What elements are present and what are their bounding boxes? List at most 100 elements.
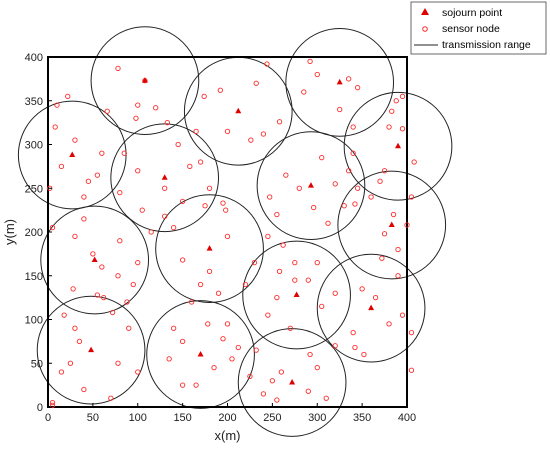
sensor-node-marker [399, 312, 406, 318]
sojourn-points [69, 77, 402, 385]
transmission-range-circle [90, 26, 200, 135]
sensor-node-marker [352, 344, 358, 351]
sensor-node-marker [260, 131, 267, 137]
sensor-node-marker [350, 124, 356, 130]
sojourn-point-marker [388, 221, 395, 227]
legend-sensor-marker [422, 26, 428, 32]
sensor-node-marker [323, 395, 329, 401]
sensor-node-marker [229, 356, 235, 362]
sensor-node-marker [135, 369, 141, 375]
sensor-node-marker [389, 108, 395, 114]
x-tick-label: 200 [218, 412, 236, 424]
sensor-node-marker [187, 163, 193, 170]
y-tick-label: 50 [31, 358, 43, 370]
sensor-node-marker [265, 233, 271, 240]
sensor-node-marker [54, 102, 60, 108]
sensor-node-marker [350, 150, 356, 156]
y-axis-label: y(m) [2, 219, 17, 245]
sensor-node-marker [49, 402, 56, 408]
transmission-range-circle [242, 240, 351, 350]
sensor-node-marker [390, 211, 397, 218]
sensor-node-marker [70, 286, 76, 292]
sojourn-point-marker [395, 142, 402, 149]
sensor-node-marker [408, 329, 415, 336]
legend-sensor-label: sensor node [442, 23, 500, 35]
sensor-node-marker [206, 268, 213, 275]
y-tick-label: 250 [25, 183, 43, 195]
sensor-node-marker [211, 364, 217, 371]
sensor-node-marker [115, 273, 121, 279]
sensor-node-marker [166, 356, 172, 362]
sensor-node-marker [319, 154, 325, 161]
sensor-node-marker [352, 201, 358, 207]
x-tick-label: 250 [263, 412, 281, 424]
sensor-node-marker [296, 185, 302, 191]
y-tick-label: 100 [25, 315, 43, 327]
sensor-node-marker [253, 347, 259, 353]
sensor-node-marker [251, 259, 258, 266]
legend-sojourn-label: sojourn point [442, 7, 502, 19]
transmission-range-circle [110, 123, 220, 233]
sensor-node-marker [248, 137, 254, 143]
sensor-node-marker [411, 159, 417, 165]
sensor-node-marker [117, 238, 123, 244]
sensor-node-marker [361, 351, 367, 358]
sensor-node-marker [224, 233, 231, 240]
sensor-node-marker [49, 224, 56, 231]
sensor-node-marker [307, 351, 313, 358]
y-tick-label: 150 [25, 271, 43, 283]
sensor-node-marker [332, 181, 338, 187]
sensor-node-marker [58, 163, 65, 170]
sensor-node-marker [372, 294, 379, 301]
sensor-node-marker [65, 93, 71, 100]
legend: sojourn point sensor node transmission r… [410, 1, 547, 55]
sensor-node-marker [408, 367, 415, 373]
sensor-node-marker [202, 203, 208, 209]
x-tick-label: 150 [173, 412, 191, 424]
sensor-node-marker [193, 128, 199, 135]
sensor-node-marker [179, 338, 186, 345]
sensor-node-marker [99, 264, 105, 270]
sensor-node-marker [276, 119, 283, 125]
transmission-range-circle [155, 194, 264, 303]
sensor-node-marker [109, 309, 116, 316]
sensor-node-marker [368, 194, 374, 200]
sensor-node-marker [305, 277, 311, 283]
sensor-node-marker [153, 105, 159, 111]
sensor-node-marker [292, 277, 298, 283]
sensor-node-marker [201, 93, 207, 100]
sensor-node-marker [267, 194, 273, 200]
sojourn-point-marker [69, 151, 76, 157]
sensor-node-marker [269, 378, 276, 384]
sensor-node-marker [307, 58, 313, 65]
transmission-range-circle [316, 253, 426, 363]
x-tick-label: 400 [398, 412, 416, 424]
sensor-node-marker [193, 382, 199, 388]
y-tick-label: 350 [25, 96, 43, 108]
sensor-node-marker [332, 290, 338, 296]
sensor-node-marker [121, 150, 127, 156]
sensor-node-marker [76, 338, 83, 345]
sensor-node-marker [162, 185, 168, 191]
sojourn-point-marker [141, 77, 148, 83]
sensor-node-marker [305, 388, 311, 394]
sensor-node-marker [100, 294, 107, 301]
sensor-node-marker [274, 397, 280, 403]
sensor-node-marker [354, 185, 361, 191]
x-tick-label: 300 [308, 412, 326, 424]
sensor-node-marker [395, 246, 401, 253]
sensor-node-marker [90, 251, 96, 257]
sensor-node-marker [170, 325, 177, 331]
sensor-node-marker [314, 364, 320, 371]
transmission-range-circle [285, 28, 395, 137]
sensor-node-marker [148, 229, 154, 235]
sensor-node-marker [359, 286, 365, 292]
sensor-node-marker [242, 281, 249, 288]
sensor-node-marker [386, 321, 392, 327]
axis-ticks: 0 50 100 150 200 250 300 350 400 0 50 100 150 200 250 3… [25, 52, 417, 424]
transmission-range-circle [256, 131, 366, 240]
sensor-node-marker [124, 299, 130, 305]
sensor-node-marker [274, 294, 280, 301]
sensor-node-marker [260, 391, 267, 397]
sensor-node-marker [265, 312, 271, 318]
